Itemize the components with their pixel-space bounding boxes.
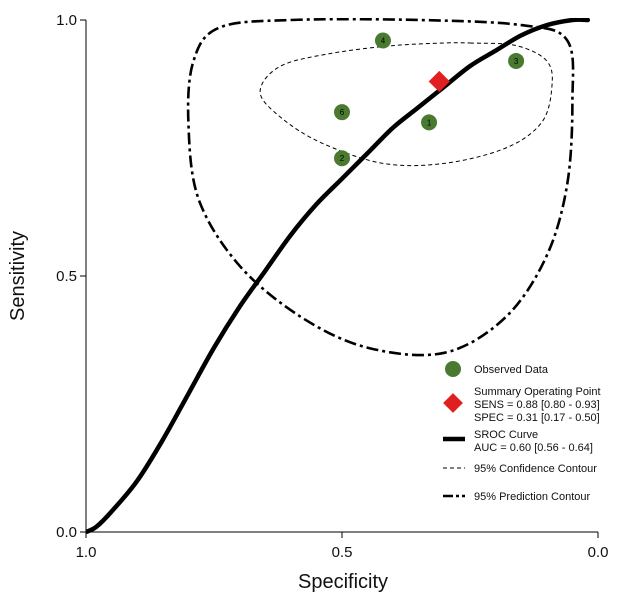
observed-point-label-1: 1 [427, 118, 432, 127]
y-tick-label-0: 0.0 [56, 524, 77, 541]
legend-observed-marker [445, 361, 461, 377]
observed-point-label-4: 4 [381, 36, 386, 45]
legend-summary-sens: SENS = 0.88 [0.80 - 0.93] [474, 399, 600, 411]
observed-point-label-3: 3 [514, 57, 519, 66]
legend-confidence-label: 95% Confidence Contour [474, 463, 597, 475]
legend-summary-marker [443, 393, 463, 413]
y-axis-title: Sensitivity [7, 231, 29, 321]
observed-point-label-2: 2 [340, 154, 345, 163]
x-tick-label-2: 0.0 [588, 544, 609, 561]
legend-summary-spec: SPEC = 0.31 [0.17 - 0.50] [474, 412, 600, 424]
prediction-contour [186, 18, 575, 357]
legend-summary-title: Summary Operating Point [474, 386, 601, 398]
observed-point-label-6: 6 [340, 108, 345, 117]
y-tick-label-1: 0.5 [56, 268, 77, 285]
x-tick-label-1: 0.5 [332, 544, 353, 561]
legend: Observed Data Summary Operating Point SE… [443, 361, 601, 503]
x-tick-label-0: 1.0 [76, 544, 97, 561]
observed-point-3 [508, 52, 525, 69]
summary-operating-point [428, 70, 450, 93]
observed-point-4 [374, 32, 391, 49]
observed-points: 1 2 3 4 6 [334, 32, 525, 167]
sroc-curve [86, 18, 591, 534]
x-ticks: 1.0 0.5 0.0 [76, 532, 609, 561]
confidence-contour [259, 42, 553, 167]
observed-point-1 [421, 114, 438, 131]
legend-sroc-title: SROC Curve [474, 429, 538, 441]
legend-sroc-auc: AUC = 0.60 [0.56 - 0.64] [474, 442, 593, 454]
y-ticks: 0.0 0.5 1.0 [56, 12, 86, 541]
x-axis-title: Specificity [298, 571, 388, 593]
legend-observed-label: Observed Data [474, 364, 549, 376]
y-tick-label-2: 1.0 [56, 12, 77, 29]
observed-point-6 [334, 104, 350, 121]
legend-prediction-label: 95% Prediction Contour [474, 491, 591, 503]
observed-point-2 [334, 150, 350, 167]
